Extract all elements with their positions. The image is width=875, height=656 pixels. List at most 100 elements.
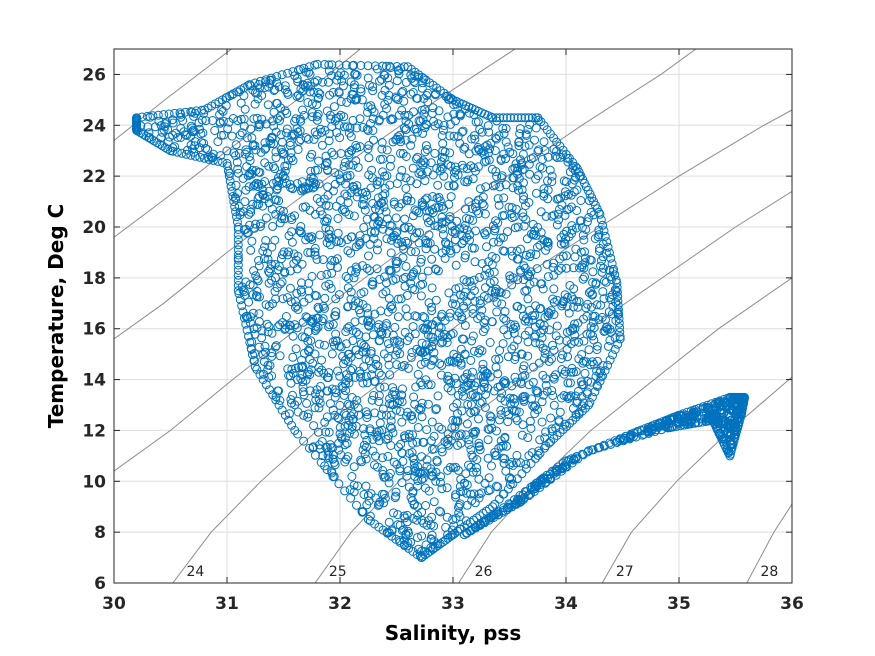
data-point-764 (468, 331, 478, 341)
data-point-1467 (448, 415, 458, 425)
data-point-1270 (223, 124, 233, 134)
data-point-324 (395, 130, 405, 140)
data-point-1245 (375, 383, 385, 392)
data-point-3500 (612, 438, 622, 447)
data-point-2631 (272, 72, 282, 81)
data-point-1352 (519, 221, 529, 231)
data-point-2749 (600, 366, 610, 376)
data-point-2728 (610, 270, 620, 280)
data-point-2486 (334, 414, 344, 424)
data-point-1665 (298, 317, 308, 327)
data-point-2771 (535, 448, 545, 458)
data-point-1540 (524, 159, 534, 169)
data-point-2759 (574, 409, 584, 419)
data-point-2311 (484, 148, 493, 158)
data-point-687 (381, 61, 391, 71)
data-point-1951 (427, 302, 436, 312)
data-point-1777 (186, 131, 196, 141)
data-point-1387 (482, 264, 491, 274)
data-point-267 (451, 260, 461, 270)
data-point-1312 (307, 108, 317, 118)
data-point-1110 (273, 114, 283, 124)
data-point-740 (598, 287, 608, 297)
density-contour-0 (172, 109, 792, 583)
data-point-33 (268, 162, 278, 171)
x-axis-label: Salinity, pss (385, 621, 521, 645)
data-point-1490 (383, 451, 393, 461)
y-tick-label-0: 6 (94, 574, 106, 594)
data-point-383 (251, 145, 261, 155)
density-contour-8 (114, 49, 232, 141)
data-point-2049 (605, 335, 615, 345)
data-point-1764 (573, 302, 583, 312)
data-point-2104 (562, 263, 571, 273)
data-point-1014 (266, 139, 276, 148)
data-point-602 (314, 179, 324, 189)
data-point-3416 (682, 407, 692, 417)
data-point-2579 (477, 259, 487, 269)
data-point-438 (312, 100, 322, 110)
data-point-536 (352, 264, 362, 274)
data-point-2204 (270, 342, 280, 352)
data-point-416 (531, 338, 540, 348)
data-point-1874 (487, 317, 497, 327)
data-point-2734 (613, 296, 623, 306)
data-point-2184 (428, 332, 438, 342)
data-point-877 (433, 266, 443, 276)
data-point-2193 (591, 278, 601, 288)
data-point-423 (462, 232, 472, 242)
data-point-42 (418, 128, 428, 138)
data-point-3417 (686, 406, 696, 416)
data-point-2258 (574, 297, 584, 306)
data-point-2507 (377, 198, 387, 208)
data-point-2341 (299, 390, 309, 400)
data-point-649 (268, 221, 278, 231)
x-tick-label-3: 33 (441, 594, 465, 614)
data-point-1078 (529, 362, 538, 372)
data-point-2355 (361, 342, 370, 352)
data-point-3492 (663, 423, 673, 433)
data-point-1855 (363, 144, 373, 154)
data-point-2765 (555, 428, 565, 437)
data-point-2221 (481, 389, 491, 399)
data-point-2777 (508, 479, 518, 489)
data-point-2428 (369, 376, 379, 386)
data-point-2678 (488, 113, 498, 123)
data-point-581 (503, 352, 513, 362)
data-point-1290 (400, 535, 409, 545)
data-point-2391 (610, 285, 620, 295)
data-point-962 (387, 221, 397, 231)
data-point-3419 (694, 403, 704, 413)
data-point-1578 (454, 502, 463, 512)
data-point-3368 (727, 404, 737, 414)
data-point-1676 (340, 207, 350, 217)
data-point-1123 (160, 122, 170, 132)
data-point-2527 (398, 149, 408, 158)
data-point-544 (143, 122, 153, 132)
data-point-1499 (564, 308, 574, 318)
data-point-2857 (237, 301, 247, 311)
data-point-821 (517, 165, 527, 175)
data-point-2324 (426, 158, 436, 168)
data-point-2189 (349, 182, 359, 192)
data-point-2167 (354, 350, 364, 360)
data-point-898 (520, 370, 530, 380)
data-point-2396 (322, 217, 331, 226)
data-point-955 (380, 382, 390, 392)
data-point-2040 (400, 223, 410, 233)
data-point-7 (233, 164, 243, 174)
data-point-1246 (297, 332, 307, 342)
data-point-1135 (420, 105, 430, 114)
data-point-2200 (462, 214, 471, 223)
data-point-2239 (455, 138, 465, 148)
data-point-2191 (610, 333, 620, 343)
data-point-3521 (502, 505, 512, 515)
data-point-2051 (511, 413, 521, 423)
data-point-2187 (478, 377, 488, 387)
data-point-1648 (501, 316, 511, 326)
data-point-2535 (600, 326, 610, 336)
data-point-1446 (494, 200, 504, 210)
data-point-1029 (326, 283, 336, 293)
data-point-2512 (359, 194, 369, 204)
data-point-2301 (355, 237, 365, 247)
